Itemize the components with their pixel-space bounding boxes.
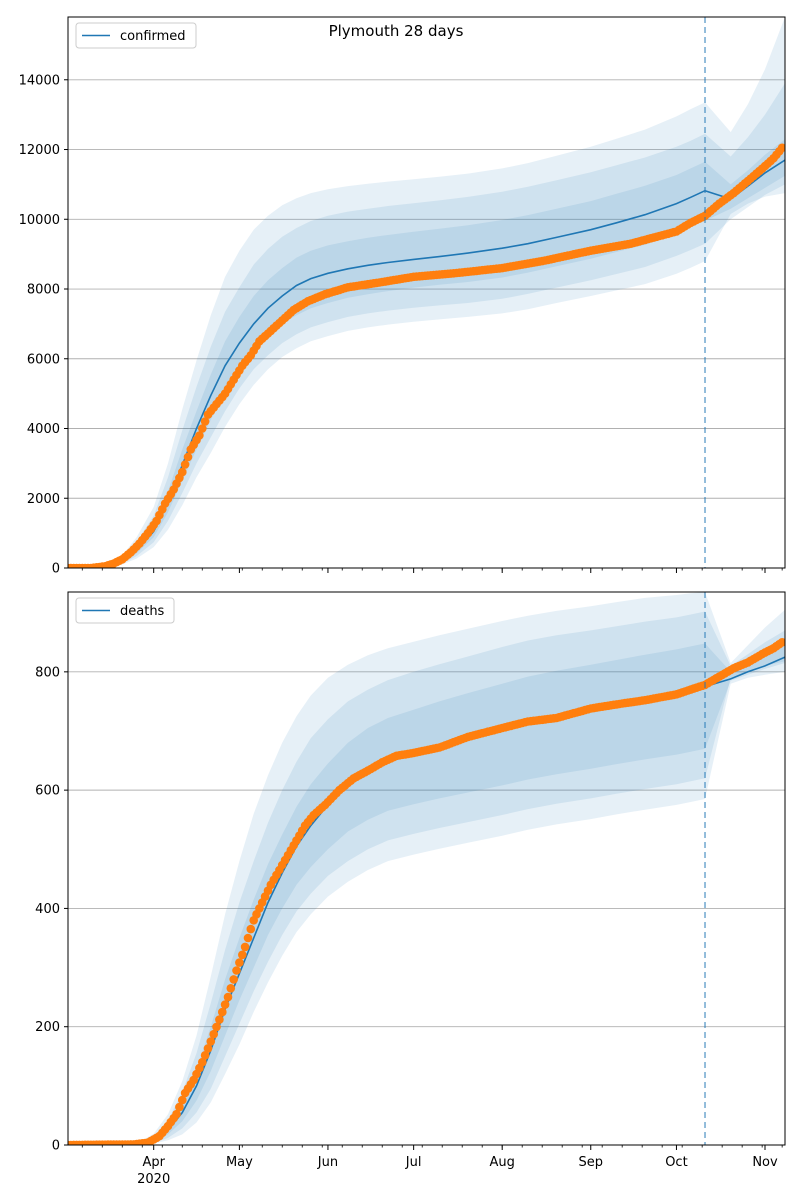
deaths-band-outer-forecast: [705, 592, 785, 799]
confirmed-observed-point: [183, 452, 193, 462]
deaths-observed-point: [172, 1109, 181, 1119]
deaths-x-tick-label: Jun: [317, 1155, 338, 1170]
deaths-x-tick-label: Sep: [578, 1155, 603, 1170]
deaths-x-tick-label: May: [226, 1155, 253, 1170]
confirmed-band-outer-fit: [68, 102, 705, 568]
deaths-observed-point: [212, 1022, 221, 1032]
confirmed-panel: 0 2000 4000 6000 8000 10000 12000 14000 confirme…: [19, 16, 786, 577]
deaths-observed-point: [232, 966, 241, 975]
deaths-observed-point: [200, 1051, 210, 1060]
deaths-observed-point: [246, 924, 256, 934]
deaths-x-tick-label: Apr: [142, 1155, 165, 1170]
confirmed-observed-point: [195, 431, 204, 440]
deaths-legend-label: deaths: [120, 604, 165, 619]
deaths-plot-area: [68, 592, 785, 1145]
confirmed-y-tick-label: 2000: [27, 492, 60, 507]
deaths-legend-box: [75, 597, 175, 624]
deaths-axes-frame: [67, 591, 786, 1146]
deaths-observed-point: [235, 958, 244, 967]
deaths-observed-point: [209, 1029, 218, 1039]
deaths-band-inner-fit: [68, 643, 705, 1145]
confirmed-y-tick-label: 10000: [19, 213, 60, 228]
confirmed-y-tick-label: 14000: [19, 73, 60, 88]
figure-title: Plymouth 28 days: [329, 22, 464, 40]
deaths-x-year-label: 2020: [137, 1172, 170, 1187]
confirmed-observed-point: [178, 467, 187, 477]
deaths-observed-point: [206, 1037, 216, 1046]
confirmed-y-tick-label: 12000: [19, 143, 60, 158]
deaths-observed-point: [218, 1007, 227, 1017]
deaths-x-tick-label: Oct: [665, 1155, 687, 1170]
deaths-observed-point: [226, 984, 236, 993]
deaths-observed-point: [220, 1000, 230, 1009]
deaths-observed-point: [175, 1102, 184, 1112]
deaths-y-tick-label: 0: [52, 1139, 60, 1154]
deaths-legend: deaths: [75, 597, 175, 624]
deaths-panel: 0 200 400 600 800 Apr May Jun Jul Aug Sep Oct Nov 202…: [35, 591, 786, 1187]
deaths-observed-point: [203, 1044, 213, 1053]
deaths-observed-point: [223, 992, 233, 1002]
deaths-y-tick-label: 600: [35, 784, 60, 799]
deaths-observed-point: [238, 950, 247, 960]
confirmed-observed-point: [777, 143, 785, 153]
deaths-x-tick-label: Jul: [405, 1155, 422, 1170]
deaths-observed-point: [198, 1057, 207, 1067]
deaths-x-tick-label: Nov: [752, 1155, 778, 1170]
deaths-band-mid-fit: [68, 611, 705, 1145]
confirmed-y-tick-label: 0: [52, 562, 60, 577]
deaths-observed-point: [240, 942, 250, 952]
confirmed-legend-box: [75, 22, 197, 49]
confirmed-observed-point: [198, 424, 207, 433]
deaths-y-tick-label: 800: [35, 665, 60, 680]
deaths-y-tick-label: 200: [35, 1020, 60, 1035]
deaths-y-tick-label: 400: [35, 902, 60, 917]
confirmed-band-mid-fit: [68, 133, 705, 568]
confirmed-observed-point: [200, 417, 210, 426]
confirmed-plot-area: [68, 17, 785, 568]
confirmed-legend: confirmed: [75, 22, 197, 49]
deaths-observed-point: [178, 1095, 187, 1105]
deaths-x-tick-label: Aug: [490, 1155, 515, 1170]
deaths-model-line-forecast: [704, 656, 785, 688]
confirmed-axes-frame: [67, 16, 786, 569]
deaths-observed-point: [777, 638, 785, 647]
confirmed-y-tick-label: 6000: [27, 352, 60, 367]
deaths-observed-point: [243, 933, 253, 943]
confirmed-legend-label: confirmed: [120, 29, 186, 44]
confirmed-y-tick-label: 4000: [27, 422, 60, 437]
deaths-observed-point: [229, 975, 238, 984]
confirmed-observed-point: [180, 460, 190, 469]
deaths-observed-point: [215, 1015, 224, 1024]
confirmed-y-tick-label: 8000: [27, 283, 60, 298]
